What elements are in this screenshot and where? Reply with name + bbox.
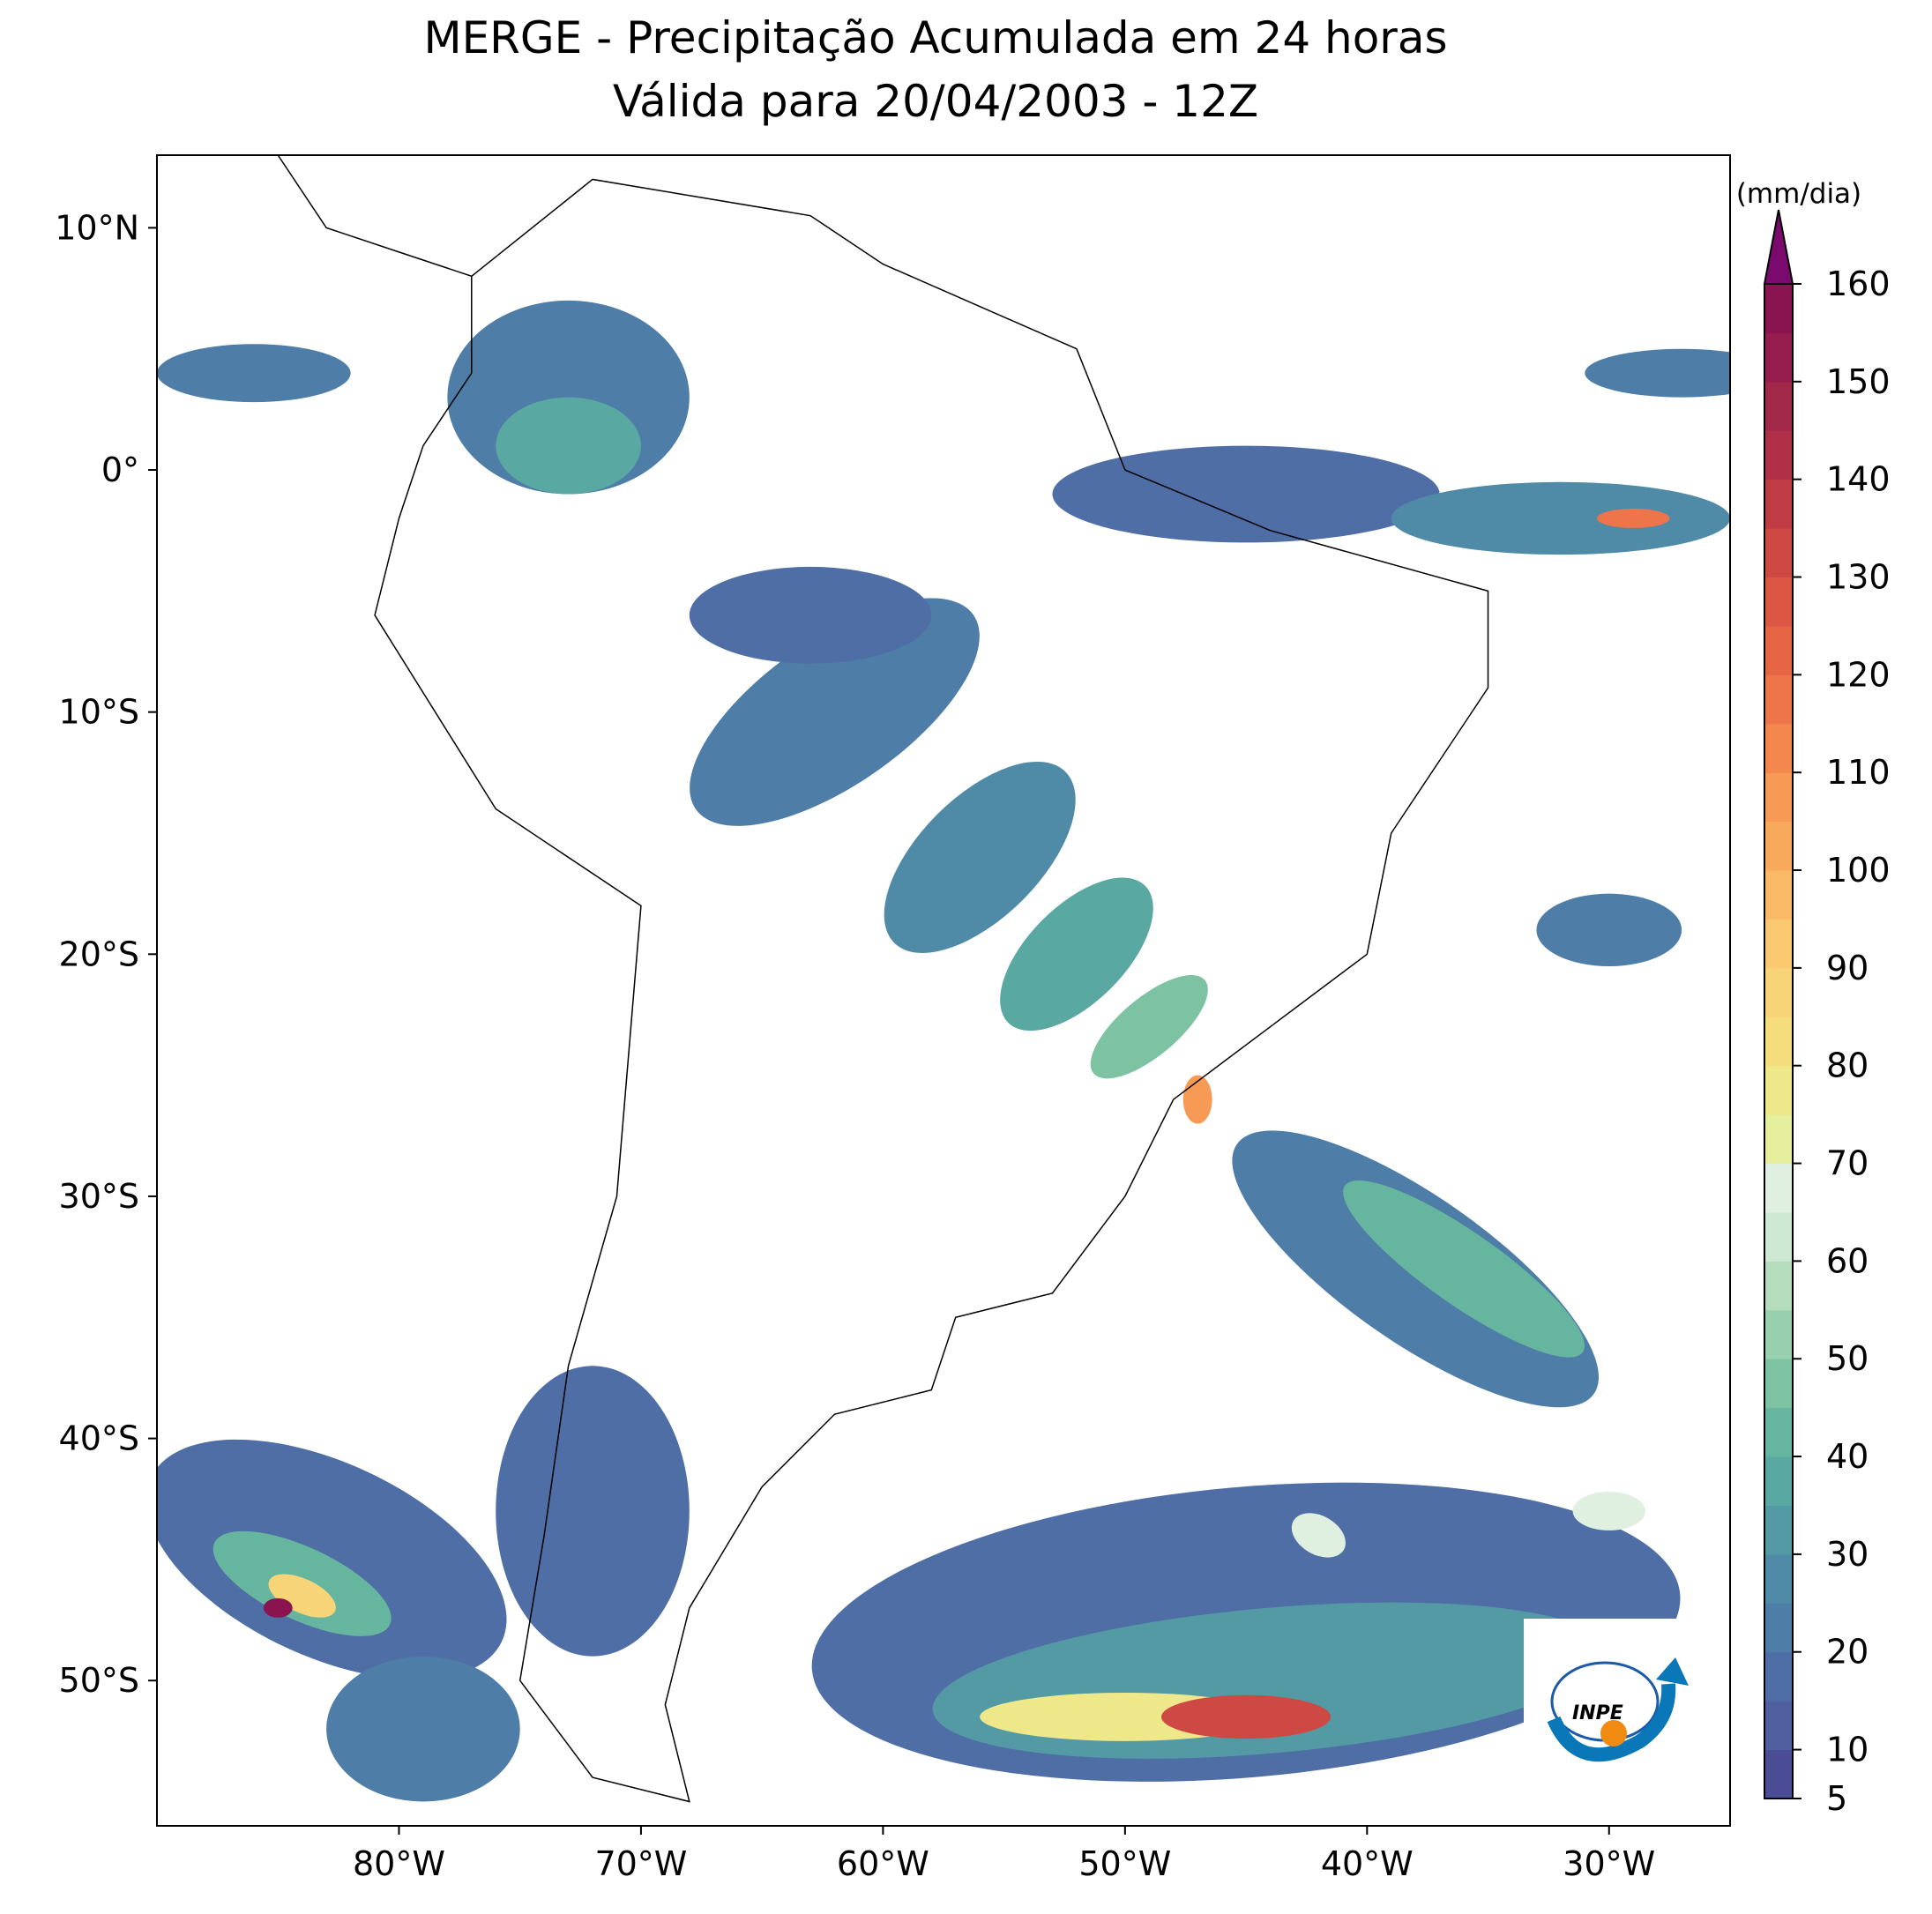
precip-area: [1597, 508, 1670, 528]
colorbar-band: [1764, 821, 1793, 871]
y-tick-label: 20°S: [59, 935, 139, 973]
colorbar-tick-label: 110: [1826, 753, 1891, 792]
colorbar-tick-label: 90: [1826, 949, 1869, 987]
colorbar-band: [1764, 1163, 1793, 1213]
precip-area: [1182, 1075, 1212, 1124]
precip-area: [268, 1574, 336, 1618]
logo-text: INPE: [1572, 1702, 1623, 1724]
colorbar-band: [1764, 674, 1793, 725]
colorbar-band: [1764, 919, 1793, 969]
colorbar-band: [1764, 870, 1793, 920]
colorbar-tick-label: 20: [1826, 1633, 1869, 1672]
colorbar-band: [1764, 577, 1793, 627]
y-tick-label: 40°S: [59, 1419, 139, 1458]
title: MERGE - Precipitação Acumulada em 24 hor…: [423, 12, 1447, 63]
colorbar-frame: [1764, 283, 1794, 1799]
precip-area: [1291, 1513, 1346, 1558]
colorbar-band: [1764, 528, 1793, 578]
colorbar-tick-label: 140: [1826, 460, 1891, 499]
precip-area: [1090, 975, 1208, 1079]
y-tick-label: 50°S: [59, 1661, 139, 1700]
colorbar-tick-label: 150: [1826, 362, 1891, 401]
colorbar-tick-label: 130: [1826, 558, 1891, 597]
colorbar-band: [1764, 967, 1793, 1017]
colorbar-tick-label: 160: [1826, 264, 1891, 303]
map-area: [157, 155, 1730, 1803]
precip-area: [1391, 481, 1730, 555]
map-frame: [156, 154, 1731, 1827]
precip-area: [1161, 1694, 1332, 1739]
colorbar-tick-label: 120: [1826, 655, 1891, 694]
colorbar-band: [1764, 625, 1793, 675]
colorbar-band: [1764, 1407, 1793, 1457]
x-tick-label: 60°W: [837, 1844, 929, 1883]
colorbar-band: [1764, 284, 1793, 333]
precip-area: [326, 1656, 520, 1802]
subtitle: Válida para 20/04/2003 - 12Z: [613, 76, 1258, 127]
y-tick-label: 10°N: [55, 208, 139, 247]
x-tick-label: 40°W: [1321, 1844, 1414, 1883]
colorbar-band: [1764, 772, 1793, 823]
colorbar-tick-label: 100: [1826, 851, 1891, 890]
precip-area: [496, 397, 641, 495]
precip-area: [1000, 877, 1153, 1031]
colorbar-band: [1764, 723, 1793, 773]
colorbar-band: [1764, 1505, 1793, 1555]
x-tick-label: 50°W: [1078, 1844, 1171, 1883]
y-tick-label: 0°: [101, 451, 139, 489]
precip-area: [690, 598, 980, 826]
precip-area: [1052, 445, 1440, 543]
colorbar-extend: [1763, 209, 1794, 285]
colorbar-tick-label: 5: [1826, 1779, 1847, 1818]
colorbar-tick-label: 80: [1826, 1046, 1869, 1085]
x-tick-label: 80°W: [353, 1844, 445, 1883]
colorbar-band: [1764, 1701, 1793, 1751]
colorbar-band: [1764, 1211, 1793, 1262]
colorbar-tick-label: 40: [1826, 1437, 1869, 1476]
colorbar-band: [1764, 1603, 1793, 1653]
colorbar-band: [1764, 1359, 1793, 1409]
y-tick-label: 10°S: [59, 693, 139, 732]
precip-area: [263, 1597, 293, 1618]
colorbar-band: [1764, 1017, 1793, 1067]
colorbar-band: [1764, 1553, 1793, 1604]
logo: INPE: [1524, 1619, 1712, 1762]
precip-area: [884, 761, 1076, 953]
colorbar-tick-label: 30: [1826, 1535, 1869, 1574]
precip-area: [496, 1366, 690, 1657]
colorbar-band: [1764, 1456, 1793, 1506]
precip-area: [1536, 893, 1682, 967]
colorbar-band: [1764, 1651, 1793, 1702]
precip-area: [157, 344, 351, 403]
precip-area: [1585, 348, 1730, 398]
colorbar-band: [1764, 1261, 1793, 1311]
precip-area: [1343, 1180, 1585, 1358]
colorbar-tick-label: 50: [1826, 1339, 1869, 1378]
colorbar-band: [1764, 1309, 1793, 1359]
colorbar-tick-label: 60: [1826, 1241, 1869, 1280]
precip-area: [1572, 1492, 1645, 1530]
colorbar-band: [1764, 1114, 1793, 1165]
colorbar-band: [1764, 479, 1793, 529]
colorbar-label: (mm/dia): [1736, 178, 1861, 210]
x-tick-label: 30°W: [1563, 1844, 1655, 1883]
precip-area: [689, 566, 932, 664]
colorbar-band: [1764, 1065, 1793, 1115]
coastline: [277, 155, 1489, 1803]
x-tick-label: 70°W: [594, 1844, 687, 1883]
colorbar-band: [1764, 332, 1793, 383]
colorbar-band: [1764, 1749, 1793, 1799]
colorbar-band: [1764, 430, 1793, 480]
colorbar-tick-label: 70: [1826, 1144, 1869, 1183]
colorbar-tick-label: 10: [1826, 1731, 1869, 1769]
y-tick-label: 30°S: [59, 1177, 139, 1216]
colorbar-band: [1764, 381, 1793, 431]
